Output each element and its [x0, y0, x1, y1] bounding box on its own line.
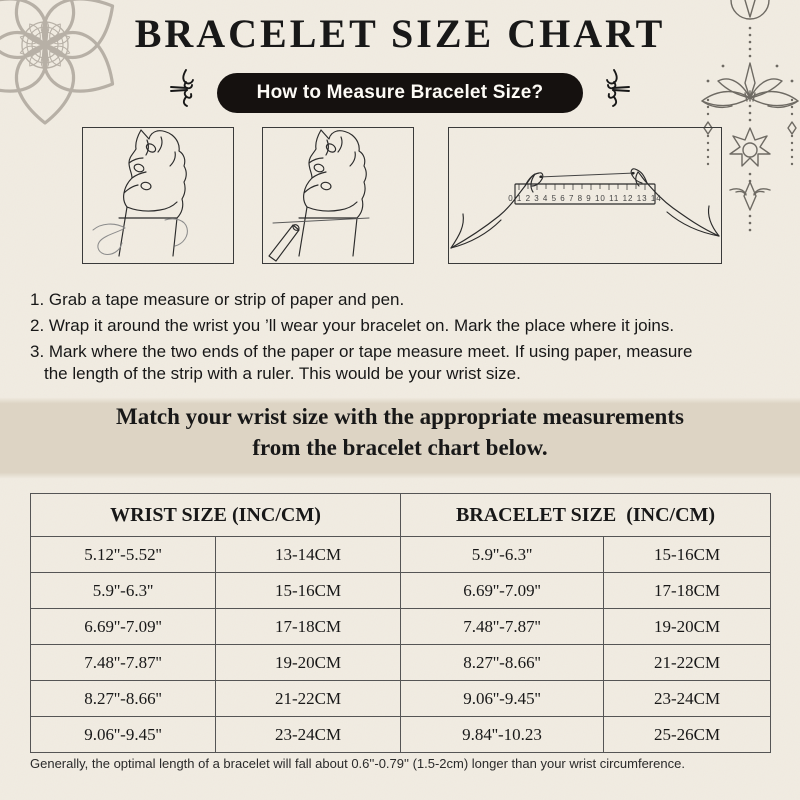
svg-text:0 1 2 3 4 5 6 7 8 9 10 11 12 1: 0 1 2 3 4 5 6 7 8 9 10 11 12 13 14 — [508, 194, 662, 203]
